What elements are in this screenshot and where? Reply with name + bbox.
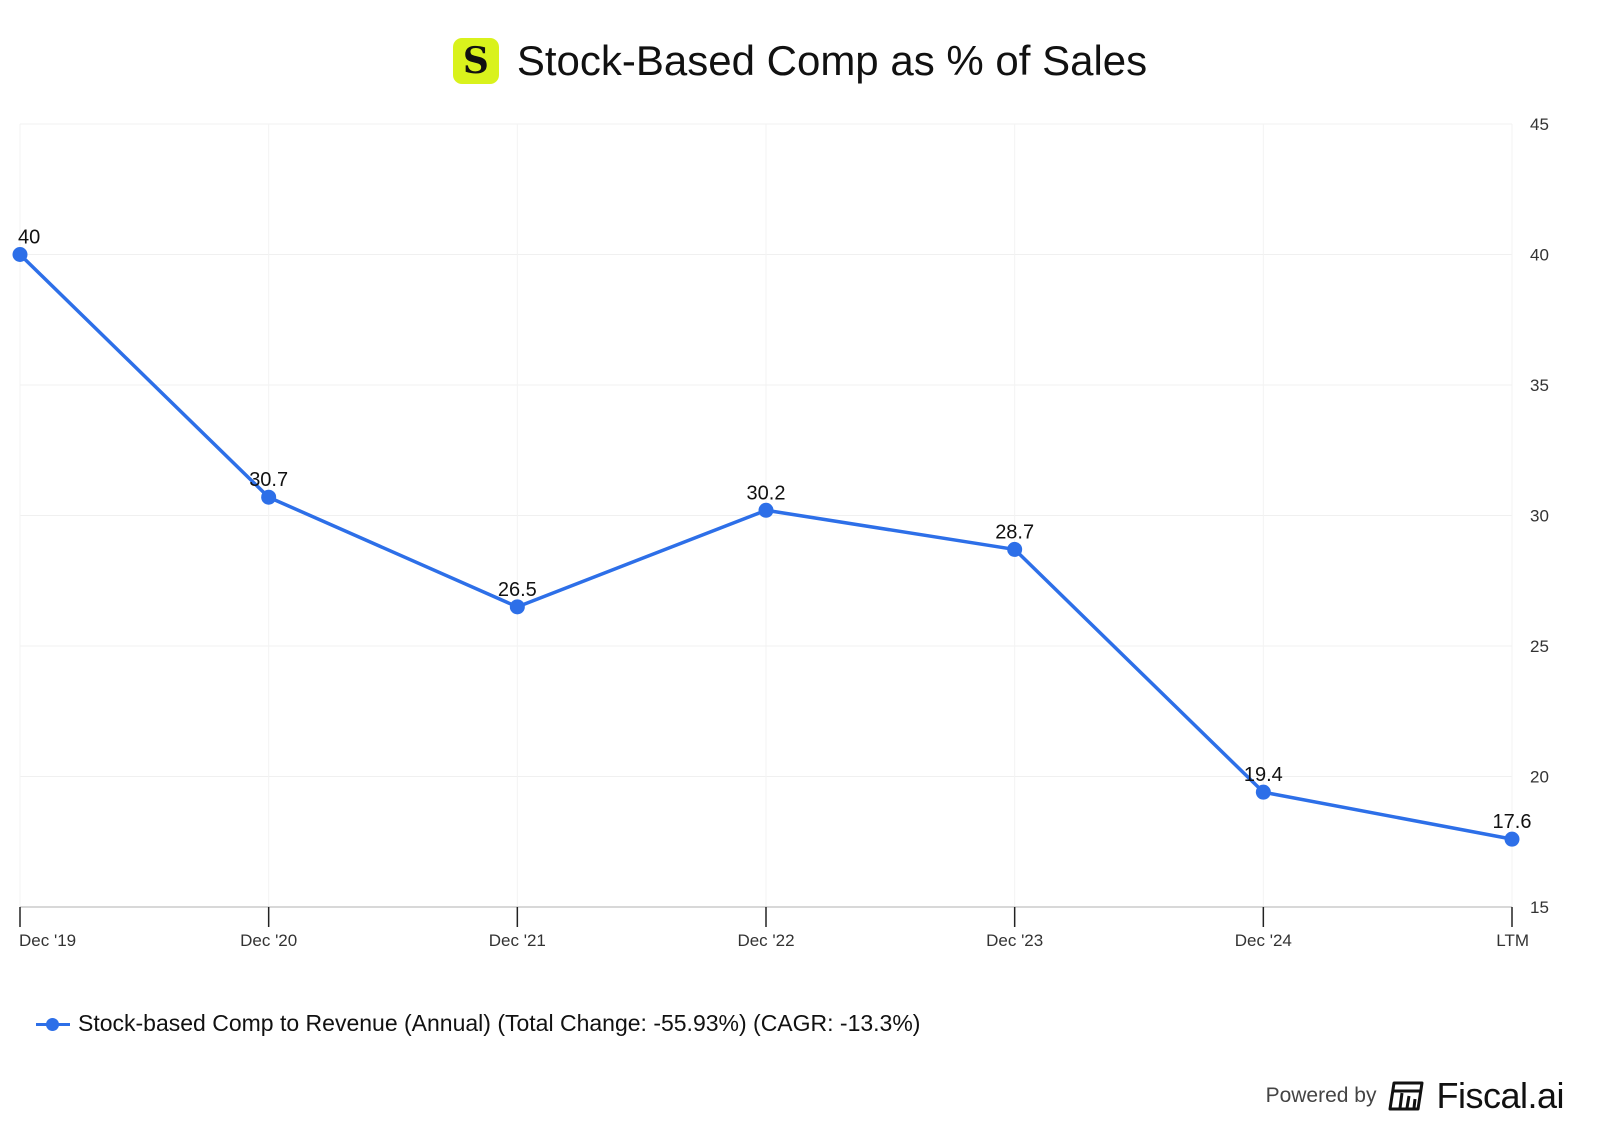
- chart-header: S Stock-Based Comp as % of Sales: [0, 30, 1600, 92]
- line-chart: 15 20 25 30 35 40 45 Dec '19 Dec '20 Dec '21 Dec '…: [12, 115, 1549, 950]
- x-tick-label: LTM: [1496, 931, 1529, 950]
- data-point: [261, 489, 277, 505]
- x-tick-label: Dec '23: [986, 931, 1043, 950]
- data-label: 40: [18, 227, 40, 249]
- legend-swatch-icon: [36, 1017, 70, 1031]
- company-logo-letter: S: [462, 40, 489, 82]
- data-label: 30.7: [249, 469, 288, 491]
- y-tick-label: 20: [1530, 768, 1549, 787]
- chart-title: Stock-Based Comp as % of Sales: [516, 37, 1148, 84]
- data-label: 30.2: [747, 482, 786, 504]
- x-tick-label: Dec '21: [489, 931, 546, 950]
- y-tick-label: 35: [1530, 376, 1549, 395]
- data-point: [1007, 541, 1023, 557]
- y-tick-label: 30: [1530, 507, 1549, 526]
- legend-label: Stock-based Comp to Revenue (Annual) (To…: [78, 1010, 921, 1036]
- y-tick-label: 25: [1530, 637, 1549, 656]
- data-label: 19.4: [1244, 764, 1283, 786]
- x-tick-label: Dec '22: [737, 931, 794, 950]
- powered-by-text: Powered by: [1265, 1084, 1377, 1107]
- fiscal-logo-icon: [1388, 1081, 1424, 1111]
- chart-legend[interactable]: Stock-based Comp to Revenue (Annual) (To…: [36, 1010, 920, 1037]
- footer-branding: Powered by Fiscal.ai: [1265, 1075, 1565, 1117]
- data-label: 17.6: [1493, 811, 1532, 833]
- company-logo: S: [452, 38, 499, 84]
- x-tick-label: Dec '24: [1235, 931, 1292, 950]
- y-tick-label: 45: [1530, 115, 1549, 134]
- data-label: 26.5: [498, 579, 537, 601]
- x-tick-label: Dec '19: [19, 931, 76, 950]
- x-tick-label: Dec '20: [240, 931, 297, 950]
- data-point: [1255, 784, 1271, 800]
- data-point: [12, 247, 28, 262]
- data-point: [1504, 831, 1520, 847]
- data-point: [758, 502, 774, 518]
- data-point: [509, 599, 525, 615]
- brand-name: Fiscal.ai: [1436, 1075, 1564, 1116]
- y-tick-label: 40: [1530, 246, 1549, 265]
- y-tick-label: 15: [1530, 898, 1549, 917]
- data-label: 28.7: [995, 521, 1034, 543]
